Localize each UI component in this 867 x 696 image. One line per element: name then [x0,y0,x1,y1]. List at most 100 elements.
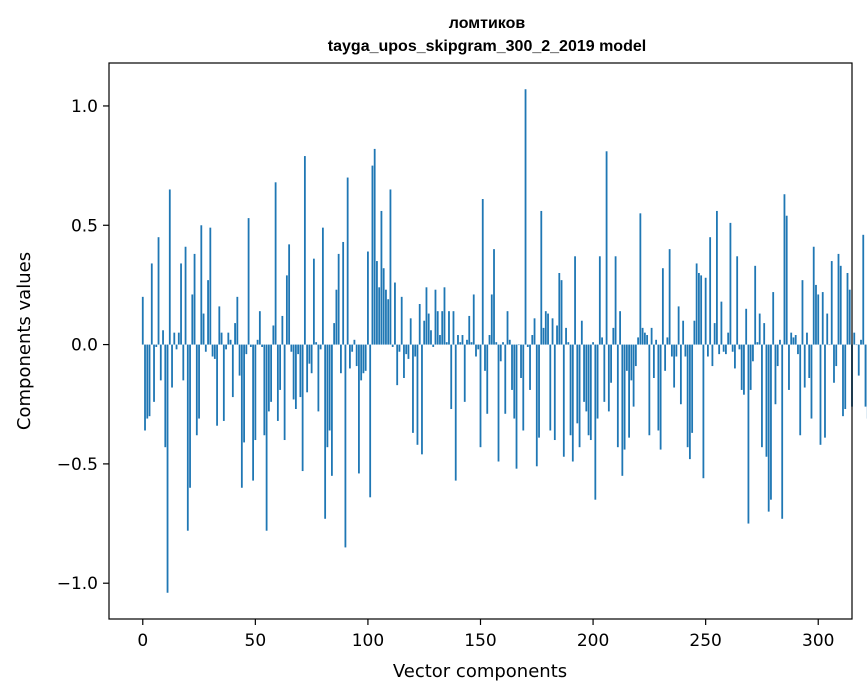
bar [774,344,777,405]
bar [335,289,338,345]
bar [439,335,441,345]
bar [454,344,457,481]
bar [754,265,757,345]
bar [369,344,372,498]
chart-title: ломтиков [449,15,526,32]
bar [276,344,279,421]
bar [150,263,153,345]
bar [544,311,547,345]
bar [168,189,171,345]
bar [373,148,376,345]
bar [745,308,748,345]
bar [360,344,363,381]
bar [583,344,585,402]
bar [229,339,232,345]
bar [452,311,455,345]
bar [698,272,700,345]
bar [159,344,162,381]
bar [490,294,493,345]
bar [279,344,282,390]
bar [204,344,207,352]
bar [351,344,354,352]
bar [511,344,513,390]
bar [648,344,651,436]
bar [749,344,752,390]
bar [378,287,381,345]
bar [853,332,856,345]
bar [556,325,558,345]
bar [457,335,459,345]
bar [267,344,270,412]
bar [153,344,155,402]
bar [493,249,495,345]
bar [524,89,527,345]
bar [722,344,725,352]
bar [842,344,844,417]
bar [700,275,703,345]
bar [682,320,685,345]
bar [806,332,808,345]
bar [612,327,615,345]
bar [817,294,820,345]
bar [364,344,367,371]
bar [664,344,667,371]
chart-subtitle: tayga_upos_skipgram_300_2_2019 model [328,38,646,55]
bar [504,344,507,414]
bar [432,344,435,347]
bar [270,344,273,402]
bar [376,261,378,345]
bar [317,344,320,412]
bar [691,344,694,433]
bar [513,344,516,419]
bar [146,344,149,419]
bar [862,234,865,345]
bar [727,332,730,345]
bar [445,342,448,345]
bar [531,335,534,345]
bar [538,344,540,438]
bar [324,344,327,519]
bar [166,344,169,593]
bar [321,227,324,345]
bar [472,294,475,345]
bar [207,280,209,345]
bar [283,344,286,441]
bar [517,344,520,346]
bar [661,268,664,345]
bar [815,284,817,345]
bar [355,344,358,367]
bar [576,344,579,424]
bar [688,344,691,460]
bar [414,344,417,357]
bar [551,318,554,345]
bar [479,344,482,448]
bar [535,344,538,467]
bar [488,335,491,345]
bar [655,339,658,345]
bar [421,344,423,455]
bar [833,344,835,383]
bar [502,342,504,345]
bar [621,344,624,476]
bar [155,344,158,347]
bar [484,344,486,371]
bar [619,311,621,345]
bar [614,256,617,345]
bar [558,272,561,345]
bar [247,218,250,345]
bar [409,318,412,345]
bar [589,344,592,441]
bar [466,339,468,345]
bar [211,344,214,357]
bar [461,335,464,345]
bar [623,344,626,450]
bar [148,344,151,417]
bar [702,344,705,479]
bar [389,189,392,345]
bar [846,272,849,345]
bar [243,344,245,443]
bar [258,311,261,345]
bar [522,344,525,431]
bar [177,332,180,345]
bar [857,344,860,376]
